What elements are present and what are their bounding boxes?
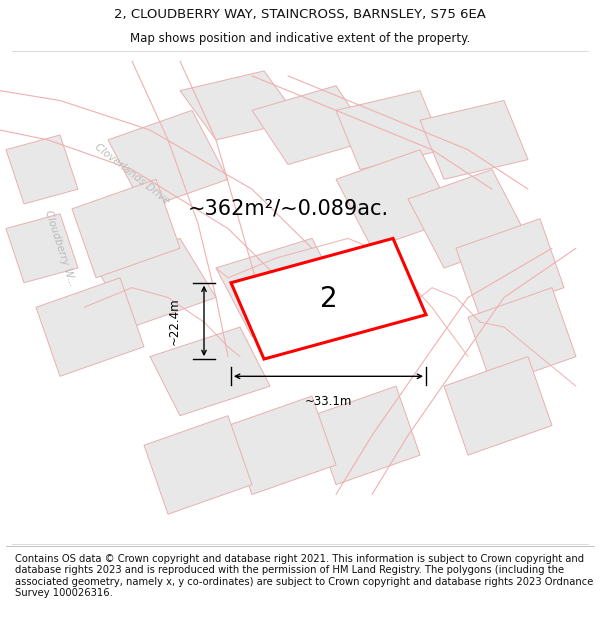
Polygon shape [150,327,270,416]
Polygon shape [336,91,444,169]
Polygon shape [228,396,336,494]
Text: ~33.1m: ~33.1m [305,395,352,408]
Polygon shape [216,238,348,337]
Polygon shape [456,219,564,318]
Polygon shape [336,150,456,248]
Text: ~22.4m: ~22.4m [168,297,181,345]
Polygon shape [444,357,552,455]
Text: 2: 2 [320,285,337,312]
Text: ~362m²/~0.089ac.: ~362m²/~0.089ac. [187,199,389,219]
Text: Contains OS data © Crown copyright and database right 2021. This information is : Contains OS data © Crown copyright and d… [15,554,593,598]
Polygon shape [468,288,576,386]
Polygon shape [72,179,180,278]
Polygon shape [108,111,228,209]
Polygon shape [180,71,300,140]
Polygon shape [408,169,528,268]
Polygon shape [96,238,216,327]
Text: Cloverlands Drive: Cloverlands Drive [92,142,172,207]
Polygon shape [144,416,252,514]
Text: Cloudberry W...: Cloudberry W... [43,209,77,288]
Text: 2, CLOUDBERRY WAY, STAINCROSS, BARNSLEY, S75 6EA: 2, CLOUDBERRY WAY, STAINCROSS, BARNSLEY,… [114,8,486,21]
Text: Map shows position and indicative extent of the property.: Map shows position and indicative extent… [130,32,470,45]
Polygon shape [231,238,426,359]
Polygon shape [6,135,78,204]
Polygon shape [312,386,420,484]
Polygon shape [420,101,528,179]
Polygon shape [6,214,78,282]
Polygon shape [252,86,372,164]
Polygon shape [36,278,144,376]
